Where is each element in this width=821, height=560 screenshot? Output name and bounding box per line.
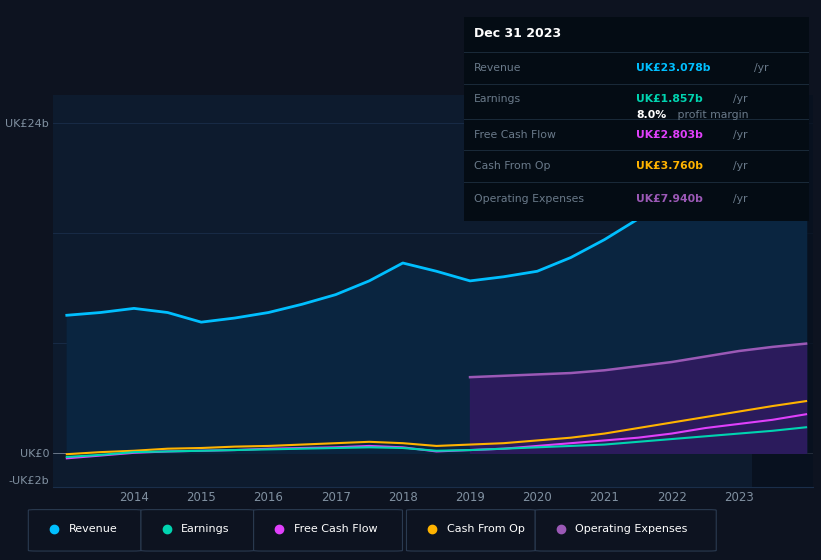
Text: Operating Expenses: Operating Expenses <box>475 194 585 204</box>
Text: /yr: /yr <box>733 94 747 104</box>
Text: Cash From Op: Cash From Op <box>475 161 551 171</box>
FancyBboxPatch shape <box>535 510 716 551</box>
Text: Free Cash Flow: Free Cash Flow <box>475 130 556 141</box>
Text: /yr: /yr <box>754 63 768 73</box>
Text: UK£2.803b: UK£2.803b <box>636 130 703 141</box>
FancyBboxPatch shape <box>28 510 141 551</box>
Text: Cash From Op: Cash From Op <box>447 524 525 534</box>
Text: /yr: /yr <box>733 130 747 141</box>
FancyBboxPatch shape <box>406 510 535 551</box>
FancyBboxPatch shape <box>141 510 254 551</box>
Text: 8.0%: 8.0% <box>636 110 667 120</box>
Text: UK£3.760b: UK£3.760b <box>636 161 704 171</box>
Text: Earnings: Earnings <box>181 524 230 534</box>
Text: Free Cash Flow: Free Cash Flow <box>294 524 378 534</box>
Text: UK£23.078b: UK£23.078b <box>636 63 711 73</box>
Text: UK£1.857b: UK£1.857b <box>636 94 703 104</box>
Text: /yr: /yr <box>733 161 747 171</box>
Text: Revenue: Revenue <box>475 63 521 73</box>
Text: profit margin: profit margin <box>674 110 749 120</box>
FancyBboxPatch shape <box>254 510 402 551</box>
Bar <box>752 95 813 487</box>
Text: UK£7.940b: UK£7.940b <box>636 194 703 204</box>
Text: Earnings: Earnings <box>475 94 521 104</box>
Text: Dec 31 2023: Dec 31 2023 <box>475 27 562 40</box>
Text: Revenue: Revenue <box>69 524 117 534</box>
Text: /yr: /yr <box>733 194 747 204</box>
Text: Operating Expenses: Operating Expenses <box>576 524 688 534</box>
